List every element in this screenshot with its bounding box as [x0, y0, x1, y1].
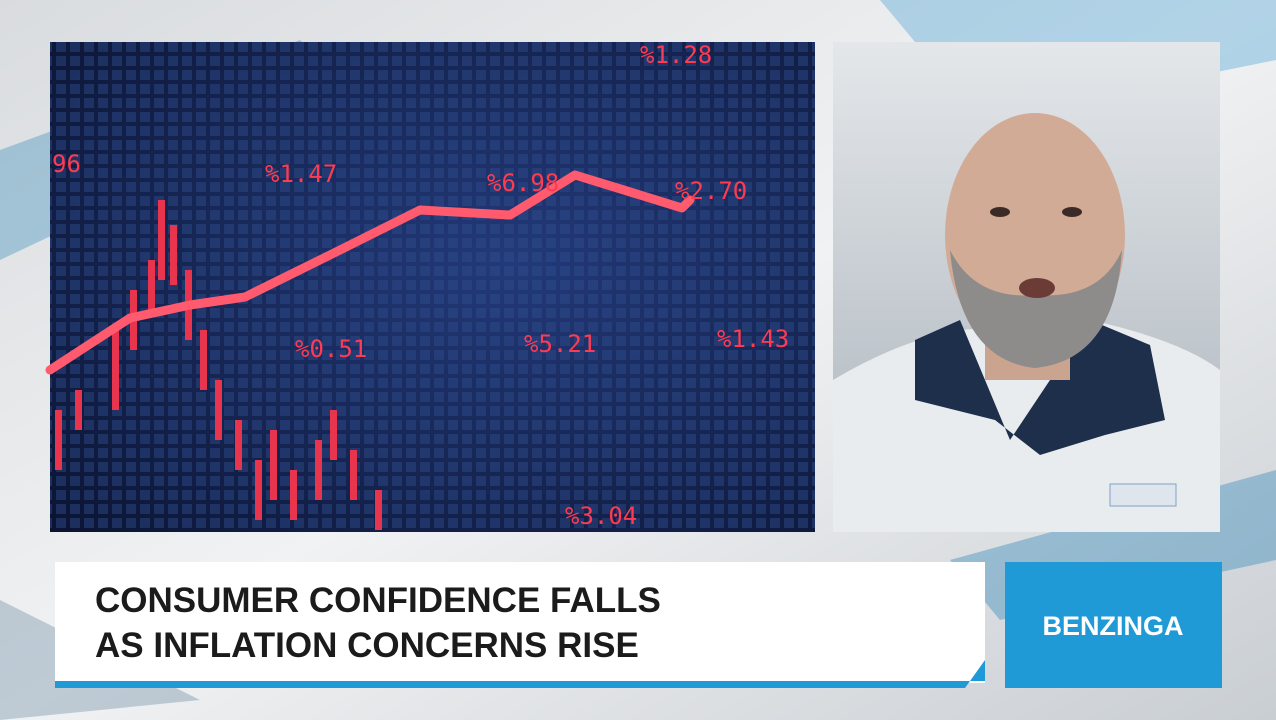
trend-line [45, 170, 695, 375]
image-label: %2.70 [675, 177, 747, 205]
presenter-video [833, 42, 1220, 532]
image-label: %6.98 [487, 169, 559, 197]
headline-underline [55, 660, 985, 688]
stock-image: 96 %1.47 %6.98 %2.70 %1.28 %0.51 %5.21 %… [45, 41, 815, 532]
headline-line: CONSUMER CONFIDENCE FALLS [95, 581, 661, 620]
lower-third: CONSUMER CONFIDENCE FALLS AS INFLATION C… [55, 562, 1222, 688]
image-label: %3.04 [565, 502, 637, 530]
image-grid [50, 42, 815, 532]
headline-box [55, 562, 985, 683]
shirt-logo [1109, 483, 1177, 507]
headline-line: AS INFLATION CONCERNS RISE [95, 626, 639, 665]
image-label: %5.21 [524, 330, 596, 358]
image-label: %0.51 [295, 335, 367, 363]
image-label: %1.28 [640, 41, 712, 69]
eye [990, 207, 1010, 217]
mouth [1019, 278, 1055, 298]
image-label: %1.43 [717, 325, 789, 353]
image-label: %1.47 [265, 160, 337, 188]
image-label: 96 [52, 150, 81, 178]
brand-box [1005, 562, 1222, 688]
brand-logo: BENZINGA [1043, 611, 1184, 641]
collar [915, 320, 1165, 455]
beard [950, 250, 1122, 368]
eye [1062, 207, 1082, 217]
